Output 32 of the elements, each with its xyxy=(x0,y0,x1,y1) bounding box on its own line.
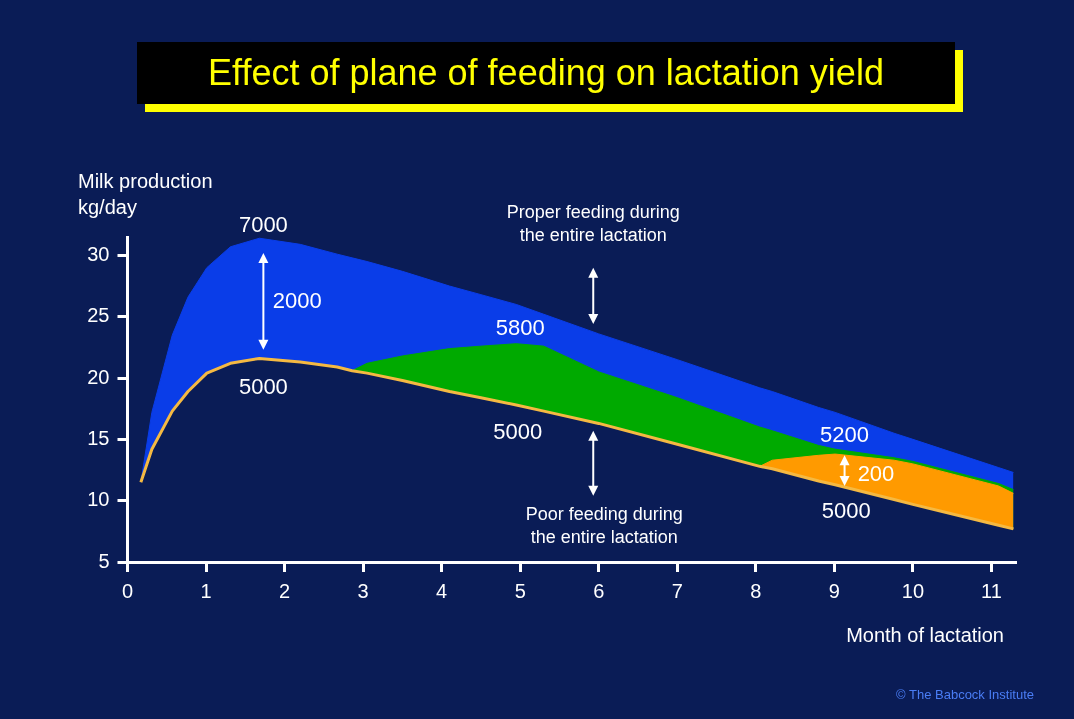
x-tick-label: 3 xyxy=(357,579,369,602)
y-tick-label: 20 xyxy=(87,365,110,388)
x-tick-label: 11 xyxy=(981,579,1002,602)
annotation: 5200 xyxy=(820,421,870,447)
x-tick-label: 4 xyxy=(436,579,448,602)
annotation: 5000 xyxy=(493,419,543,445)
y-tick-label: 10 xyxy=(87,488,110,511)
annotation: Proper feeding during the entire lactation xyxy=(506,202,680,246)
y-tick-label: 5 xyxy=(98,549,110,572)
x-tick-label: 9 xyxy=(828,579,840,602)
x-tick-label: 0 xyxy=(121,579,134,602)
x-tick-label: 2 xyxy=(279,579,291,602)
y-axis-title: Milk production kg/day xyxy=(78,169,213,220)
annotation: 5800 xyxy=(495,315,545,341)
x-tick-label: 7 xyxy=(671,579,683,602)
x-tick-label: 8 xyxy=(750,579,762,602)
x-tick-label: 6 xyxy=(593,579,605,602)
chart-title: Effect of plane of feeding on lactation yield xyxy=(137,42,955,104)
x-tick-label: 5 xyxy=(514,579,526,602)
annotation: 2000 xyxy=(272,288,322,314)
annotation: 5000 xyxy=(238,373,288,399)
text: © The Babcock Institute xyxy=(896,687,1034,702)
annotation: 5000 xyxy=(821,497,871,523)
x-axis-title: Month of lactation xyxy=(846,624,1004,647)
x-tick-label: 1 xyxy=(200,579,212,602)
x-tick-label: 10 xyxy=(901,579,925,602)
annotation: Poor feeding during the entire lactation xyxy=(525,503,683,547)
y-tick-label: 30 xyxy=(87,242,110,265)
annotation: 7000 xyxy=(238,212,288,238)
y-tick-label: 25 xyxy=(87,304,110,327)
annotation: 200 xyxy=(857,460,895,486)
y-tick-label: 15 xyxy=(87,426,110,449)
